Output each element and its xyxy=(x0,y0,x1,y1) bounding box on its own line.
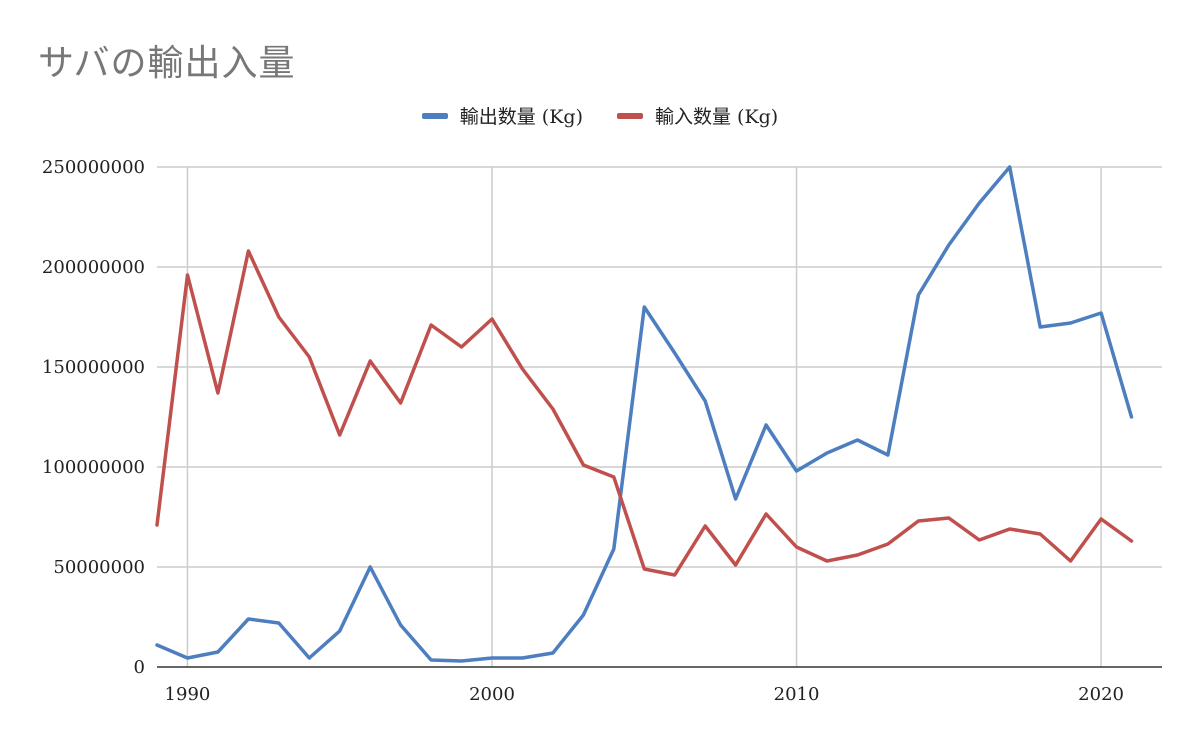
legend-label-imports: 輸入数量 (Kg) xyxy=(655,106,779,128)
legend-item-exports[interactable]: 輸出数量 (Kg) xyxy=(421,102,583,129)
legend-swatch-exports xyxy=(421,112,448,119)
x-tick-label: 2000 xyxy=(469,684,515,705)
legend: 輸出数量 (Kg) 輸入数量 (Kg) xyxy=(0,102,1200,129)
x-tick-label: 1990 xyxy=(165,684,211,705)
y-tick-label: 100000000 xyxy=(42,457,145,478)
x-tick-label: 2020 xyxy=(1078,684,1124,705)
series-line-exports xyxy=(155,165,1134,663)
chart-title: サバの輸出入量 xyxy=(38,43,296,84)
series-lines xyxy=(155,165,1134,663)
tick-labels: 0 50000000 100000000 150000000 200000000 2500… xyxy=(42,157,1124,705)
legend-swatch-imports xyxy=(617,112,643,119)
gridlines xyxy=(157,166,1162,667)
y-tick-label: 200000000 xyxy=(42,257,145,278)
y-tick-label: 250000000 xyxy=(42,157,145,178)
series-line-imports xyxy=(155,249,1134,577)
y-tick-label: 150000000 xyxy=(42,357,145,378)
x-tick-label: 2010 xyxy=(774,684,820,705)
legend-item-imports[interactable]: 輸入数量 (Kg) xyxy=(617,102,778,129)
y-tick-label: 50000000 xyxy=(53,557,145,578)
y-tick-label: 0 xyxy=(134,657,145,678)
legend-label-exports: 輸出数量 (Kg) xyxy=(459,106,583,128)
